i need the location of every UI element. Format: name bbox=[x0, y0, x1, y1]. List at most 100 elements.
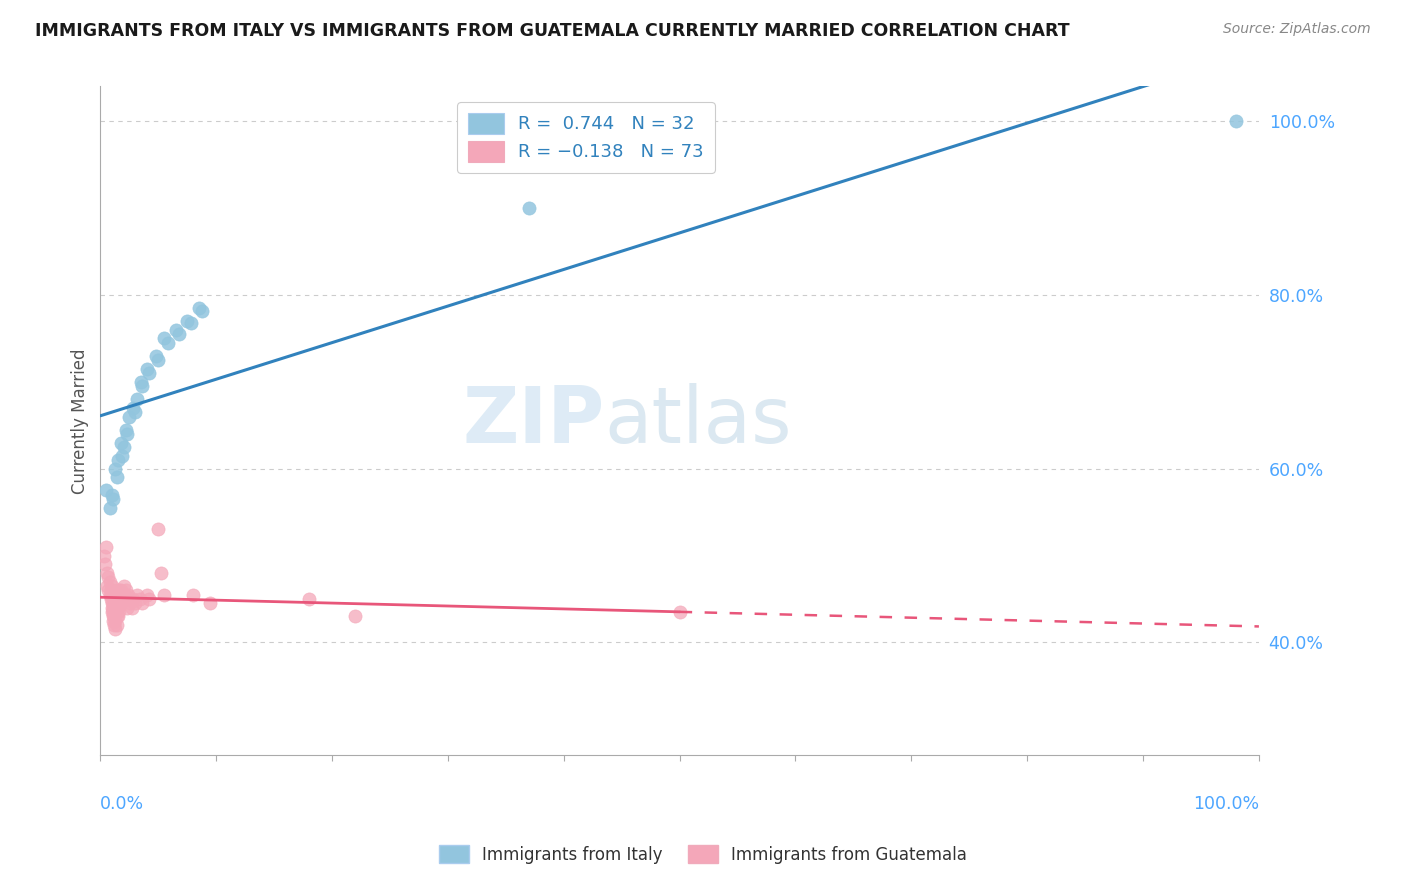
Point bbox=[96, 579, 118, 593]
Point bbox=[103, 618, 125, 632]
Point bbox=[191, 303, 214, 318]
Point bbox=[131, 379, 153, 393]
Point bbox=[128, 591, 150, 606]
Point bbox=[167, 326, 190, 341]
Point bbox=[101, 596, 124, 610]
Point bbox=[117, 588, 139, 602]
Point bbox=[107, 591, 129, 606]
Point bbox=[176, 314, 198, 328]
Point bbox=[105, 470, 128, 484]
Point bbox=[94, 483, 117, 498]
Point bbox=[180, 316, 202, 330]
Text: 0.0%: 0.0% bbox=[100, 796, 145, 814]
Point bbox=[100, 591, 122, 606]
Point bbox=[108, 604, 131, 618]
Point bbox=[103, 591, 125, 606]
Point bbox=[135, 588, 157, 602]
Point bbox=[108, 588, 131, 602]
Point bbox=[104, 461, 127, 475]
Point bbox=[127, 588, 149, 602]
Text: atlas: atlas bbox=[605, 383, 792, 458]
Point bbox=[107, 600, 129, 615]
Point bbox=[107, 453, 129, 467]
Point bbox=[187, 301, 209, 315]
Point bbox=[668, 605, 690, 619]
Point bbox=[105, 591, 128, 606]
Text: IMMIGRANTS FROM ITALY VS IMMIGRANTS FROM GUATEMALA CURRENTLY MARRIED CORRELATION: IMMIGRANTS FROM ITALY VS IMMIGRANTS FROM… bbox=[35, 22, 1070, 40]
Point bbox=[115, 583, 138, 598]
Point bbox=[115, 600, 138, 615]
Point bbox=[101, 588, 124, 602]
Point bbox=[107, 583, 129, 598]
Point bbox=[111, 449, 134, 463]
Point bbox=[517, 201, 540, 215]
Point bbox=[131, 596, 153, 610]
Point bbox=[105, 600, 128, 615]
Point bbox=[200, 596, 222, 610]
Point bbox=[156, 335, 179, 350]
Legend: Immigrants from Italy, Immigrants from Guatemala: Immigrants from Italy, Immigrants from G… bbox=[432, 838, 974, 871]
Point bbox=[120, 596, 142, 610]
Point bbox=[111, 588, 134, 602]
Legend: R =  0.744   N = 32, R = −0.138   N = 73: R = 0.744 N = 32, R = −0.138 N = 73 bbox=[457, 102, 714, 173]
Point bbox=[110, 583, 132, 598]
Point bbox=[108, 598, 131, 612]
Point bbox=[100, 583, 122, 598]
Point bbox=[93, 549, 115, 563]
Point bbox=[112, 591, 135, 606]
Point bbox=[112, 579, 135, 593]
Point bbox=[153, 331, 176, 345]
Point bbox=[1225, 114, 1247, 128]
Point bbox=[135, 361, 157, 376]
Point bbox=[104, 596, 127, 610]
Point bbox=[148, 353, 170, 368]
Point bbox=[105, 609, 128, 624]
Point bbox=[344, 609, 367, 624]
Point bbox=[115, 591, 138, 606]
Point bbox=[110, 435, 132, 450]
Point bbox=[118, 591, 141, 606]
Point bbox=[101, 609, 124, 624]
Point bbox=[110, 591, 132, 606]
Point bbox=[149, 566, 172, 580]
Point bbox=[153, 588, 176, 602]
Point bbox=[103, 600, 125, 615]
Point bbox=[105, 618, 128, 632]
Point bbox=[121, 401, 143, 415]
Point bbox=[94, 540, 117, 554]
Point bbox=[138, 591, 160, 606]
Point bbox=[94, 558, 117, 572]
Point bbox=[101, 605, 124, 619]
Point bbox=[104, 588, 127, 602]
Point bbox=[101, 579, 124, 593]
Point bbox=[298, 591, 321, 606]
Point bbox=[165, 323, 187, 337]
Point bbox=[124, 596, 146, 610]
Text: 100.0%: 100.0% bbox=[1192, 796, 1258, 814]
Point bbox=[108, 583, 131, 598]
Point bbox=[108, 593, 131, 607]
Point bbox=[121, 591, 143, 606]
Point bbox=[98, 500, 121, 515]
Point bbox=[148, 523, 170, 537]
Point bbox=[112, 440, 135, 454]
Point bbox=[98, 588, 121, 602]
Point bbox=[101, 600, 124, 615]
Point bbox=[101, 491, 124, 506]
Point bbox=[101, 588, 124, 602]
Point bbox=[114, 588, 136, 602]
Point bbox=[115, 423, 138, 437]
Point bbox=[101, 614, 124, 628]
Point bbox=[98, 574, 121, 589]
Point bbox=[101, 600, 124, 615]
Point bbox=[115, 426, 138, 441]
Point bbox=[101, 605, 124, 619]
Point bbox=[101, 596, 124, 610]
Y-axis label: Currently Married: Currently Married bbox=[72, 348, 89, 493]
Point bbox=[107, 609, 129, 624]
Point bbox=[101, 488, 124, 502]
Point bbox=[104, 605, 127, 619]
Text: ZIP: ZIP bbox=[463, 383, 605, 458]
Point bbox=[138, 366, 160, 380]
Point bbox=[129, 375, 152, 389]
